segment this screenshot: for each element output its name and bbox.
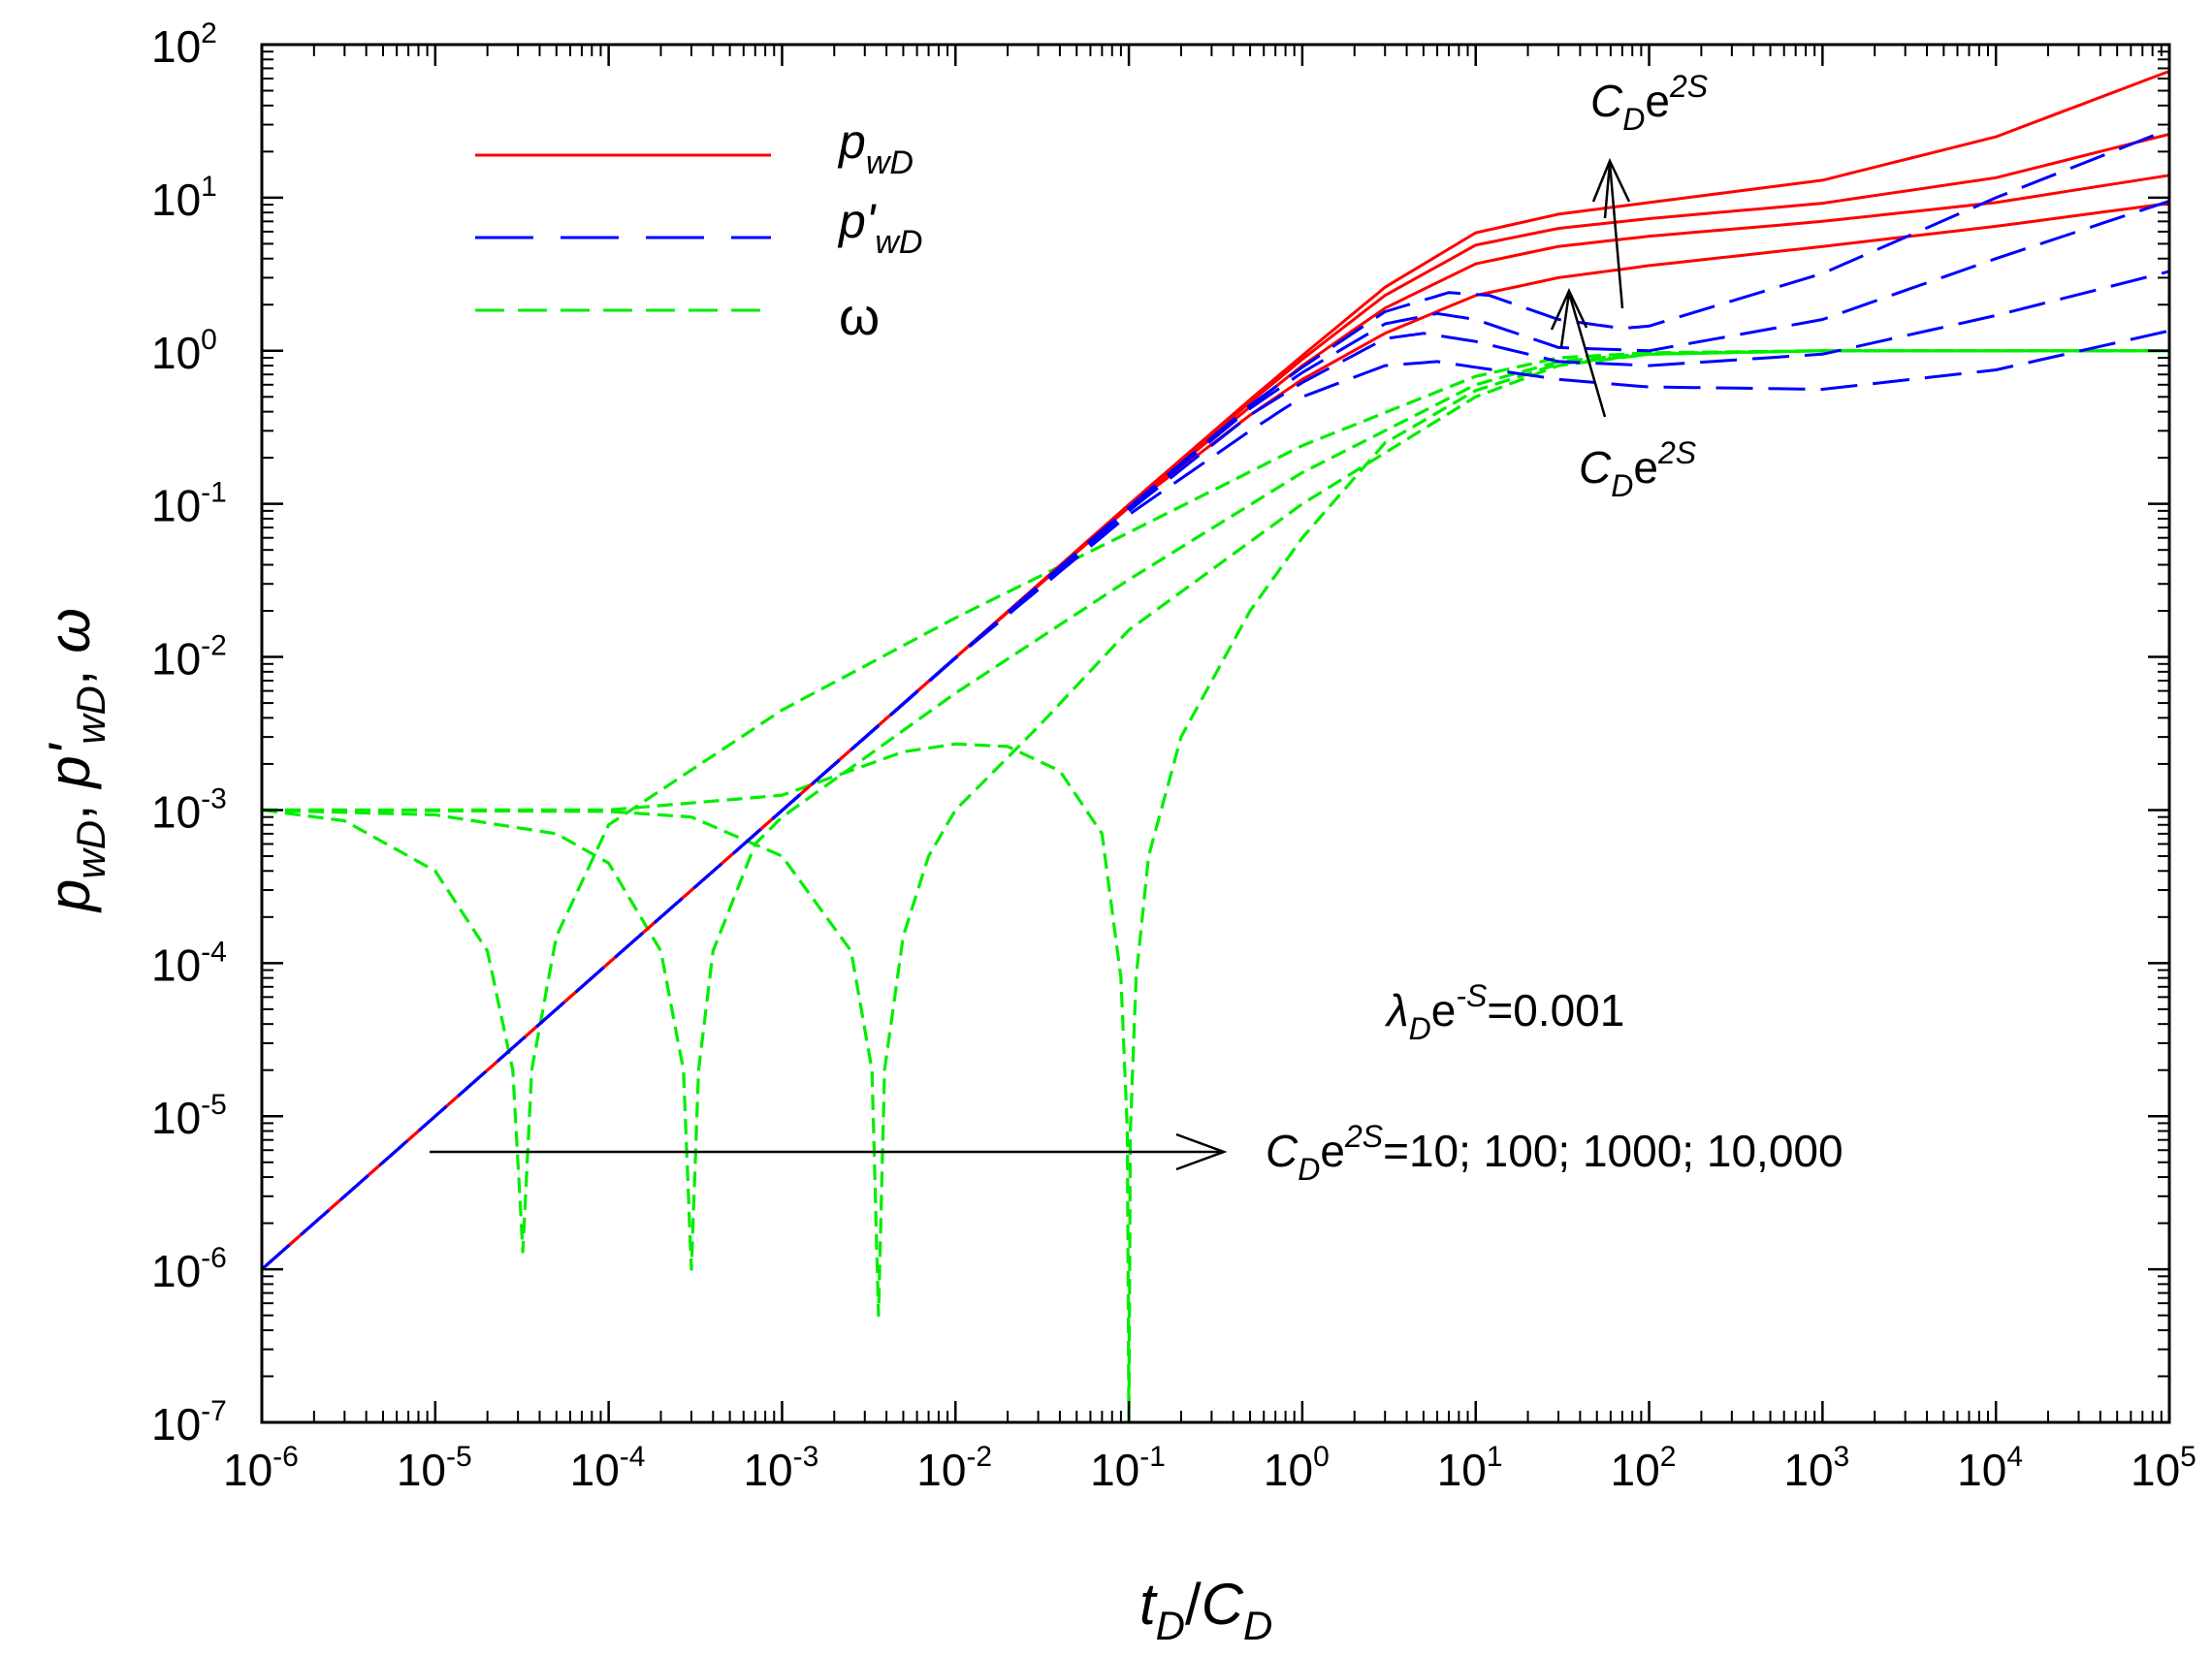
x-tick-label: 105	[2131, 1441, 2196, 1495]
legend: pwD p'wD ω	[475, 114, 922, 346]
x-tick-label: 104	[1957, 1441, 2023, 1495]
x-tick-label: 100	[1264, 1441, 1330, 1495]
series-line-7	[261, 127, 2170, 1271]
series-layer	[261, 70, 2170, 1424]
series-line-2	[261, 132, 2170, 1271]
x-axis-title: tD/CD	[1139, 1572, 1272, 1648]
series-line-4	[261, 329, 2170, 1271]
arrow-bottom-shaft-1	[1567, 292, 1607, 418]
y-axis-title: pwD, p'wD, ω	[37, 608, 113, 913]
y-tick-label: 10-2	[151, 630, 227, 685]
lambda-annotation: λDe-S=0.001	[1384, 978, 1624, 1046]
minor-ticks	[262, 45, 2169, 1422]
x-tick-label: 10-4	[570, 1441, 646, 1495]
arrow-bottom-head	[1550, 288, 1588, 331]
arrow-top-shaft-1	[1608, 162, 1624, 309]
arrow-label-top: CDe2S	[1590, 69, 1708, 137]
y-tick-label: 10-5	[151, 1089, 227, 1143]
cd-values-annotation: CDe2S=10; 100; 1000; 10,000	[1266, 1119, 1843, 1187]
y-tick-label: 100	[151, 324, 217, 378]
legend-label-pprime-wd: p'wD	[837, 194, 922, 261]
y-tick-label: 10-7	[151, 1395, 227, 1450]
x-tick-label: 10-5	[397, 1441, 472, 1495]
series-line-6	[261, 199, 2170, 1271]
y-tick-labels: 10-7 10-6 10-5 10-4 10-3 10-2 10-1 100 101 102	[151, 17, 227, 1450]
arrow-cd-head	[1175, 1132, 1228, 1171]
x-tick-labels: 10-6 10-5 10-4 10-3 10-2 10-1 100 101 102 103 104 1…	[223, 1441, 2196, 1495]
arrow-top-head	[1591, 157, 1631, 203]
series-line-10	[261, 349, 2169, 1318]
x-tick-label: 10-6	[223, 1441, 299, 1495]
series-line-0	[261, 202, 2170, 1271]
series-line-8	[261, 349, 2169, 1254]
y-tick-label: 10-6	[151, 1242, 227, 1296]
y-tick-label: 102	[151, 17, 217, 72]
legend-label-omega: ω	[839, 288, 880, 346]
y-tick-label: 10-1	[151, 477, 227, 531]
annotation-arrows	[430, 157, 1631, 1171]
series-line-5	[261, 270, 2170, 1271]
x-tick-label: 102	[1611, 1441, 1677, 1495]
x-tick-label: 103	[1783, 1441, 1849, 1495]
x-tick-label: 10-3	[743, 1441, 818, 1495]
y-tick-label: 10-4	[151, 936, 227, 990]
arrow-top-shaft-2	[1603, 162, 1612, 219]
series-line-11	[262, 349, 2169, 1424]
y-tick-label: 10-3	[151, 782, 227, 837]
y-tick-label: 101	[151, 171, 217, 225]
plot-frame	[260, 43, 2171, 1424]
x-tick-label: 10-2	[916, 1441, 992, 1495]
legend-label-pwd: pwD	[837, 114, 914, 181]
x-tick-label: 101	[1437, 1441, 1503, 1495]
arrow-label-bottom: CDe2S	[1579, 435, 1696, 503]
series-line-3	[261, 70, 2170, 1271]
x-tick-label: 10-1	[1090, 1441, 1166, 1495]
major-ticks	[260, 43, 2171, 1424]
arrow-bottom-shaft-2	[1559, 292, 1571, 348]
